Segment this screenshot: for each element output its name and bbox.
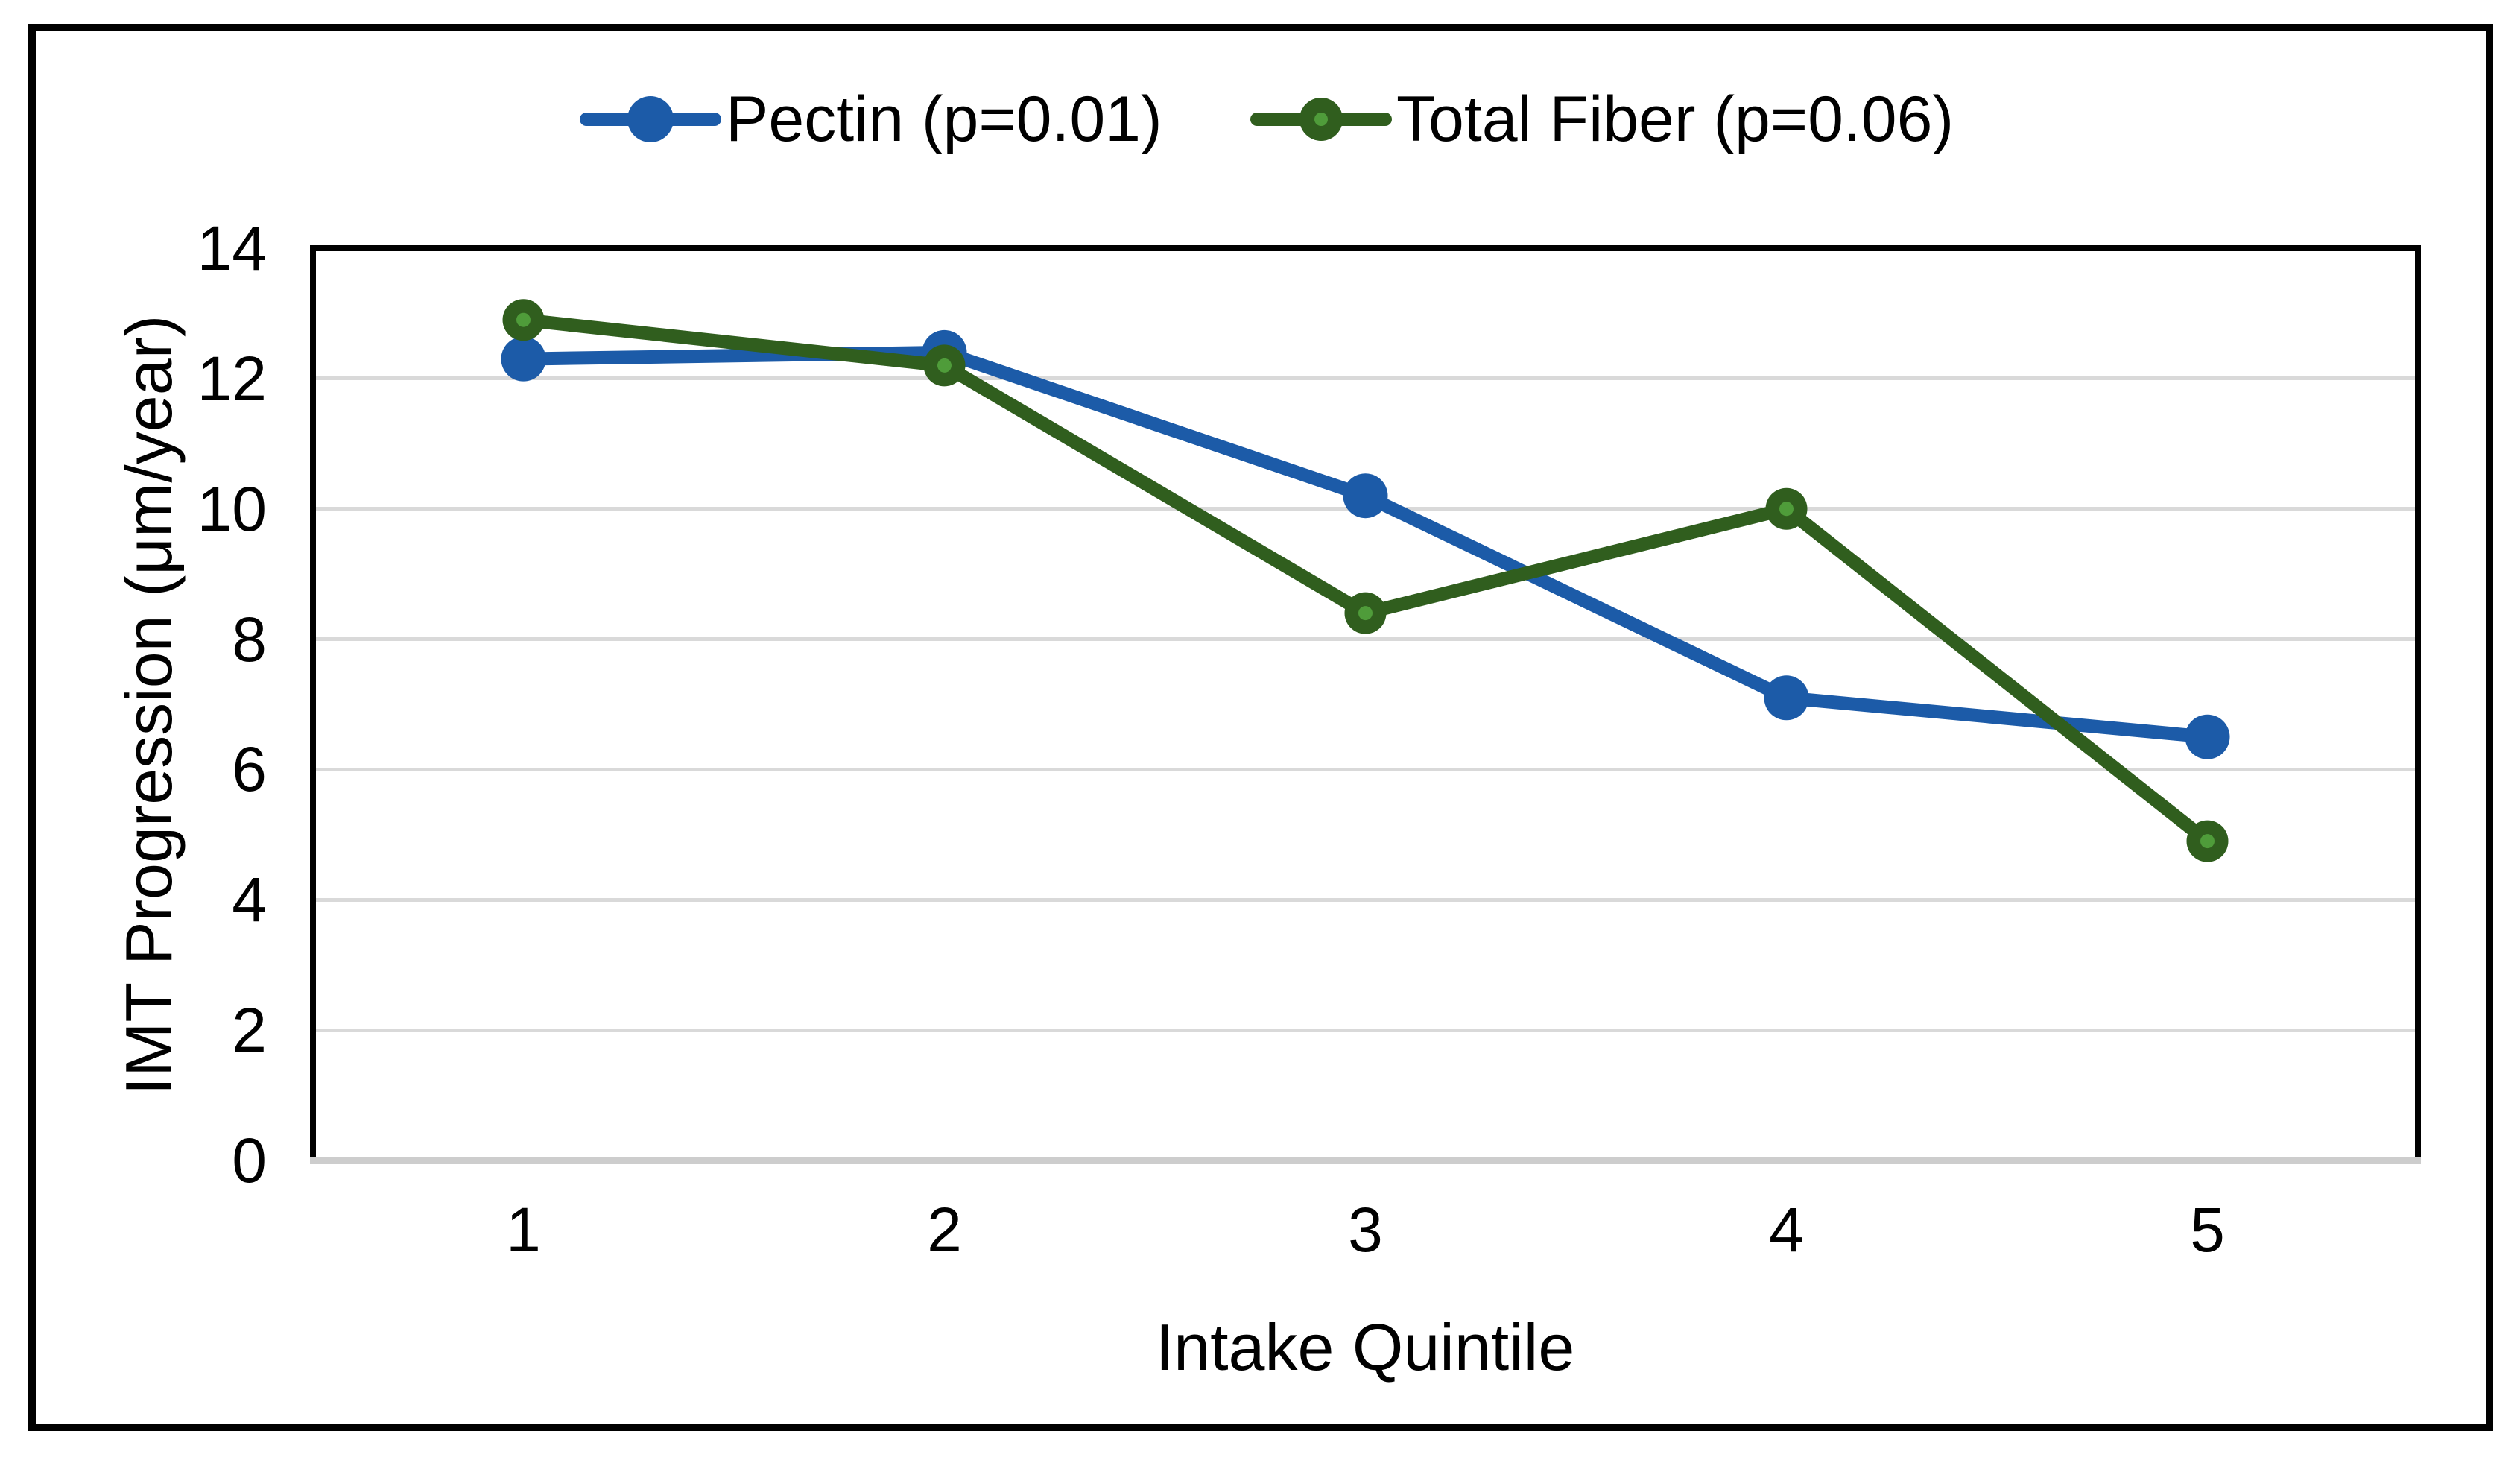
figure-border [28, 24, 2493, 1431]
plot-border-right [2415, 245, 2421, 1164]
series-line-pectin [516, 345, 2215, 744]
gridline-y-4 [316, 897, 2415, 902]
x-tick-label-4: 4 [1769, 1195, 1804, 1265]
legend-label-total-fiber: Total Fiber (p=0.06) [1396, 83, 1954, 155]
y-tick-label-2: 2 [232, 995, 267, 1066]
legend-label-pectin: Pectin (p=0.01) [726, 83, 1162, 155]
y-axis-line [310, 245, 316, 1164]
data-point-pectin-q4 [1764, 675, 1809, 721]
y-tick-label-10: 10 [197, 473, 267, 544]
legend-item-total-fiber: Total Fiber (p=0.06) [1250, 87, 1954, 151]
plot-border-top [310, 245, 2421, 251]
y-tick-label-12: 12 [197, 343, 267, 414]
gridline-y-2 [316, 1028, 2415, 1032]
y-tick-label-4: 4 [232, 865, 267, 935]
x-axis-title: Intake Quintile [1155, 1310, 1575, 1384]
data-point-center-total-fiber-q3 [1358, 606, 1373, 621]
x-tick-label-2: 2 [927, 1195, 962, 1265]
data-point-pectin-q3 [1343, 473, 1388, 519]
x-axis-baseline [310, 1157, 2421, 1164]
legend-item-pectin: Pectin (p=0.01) [580, 87, 1162, 151]
x-tick-label-1: 1 [506, 1195, 541, 1265]
data-point-center-total-fiber-q5 [2200, 834, 2215, 849]
series-plot-area [501, 299, 2230, 862]
y-tick-label-8: 8 [232, 604, 267, 675]
y-tick-label-14: 14 [197, 213, 267, 283]
data-point-center-total-fiber-q2 [937, 358, 952, 373]
y-tick-label-6: 6 [232, 734, 267, 805]
gridline-y-8 [316, 637, 2415, 642]
data-point-center-total-fiber-q4 [1779, 502, 1794, 517]
x-tick-label-3: 3 [1348, 1195, 1383, 1265]
x-tick-label-5: 5 [2190, 1195, 2225, 1265]
series-line-total-fiber [516, 313, 2215, 848]
y-axis-title: IMT Progression (μm/year) [112, 315, 186, 1096]
y-tick-label-0: 0 [232, 1125, 267, 1195]
pectin-line-marker-icon [580, 87, 721, 151]
total-fiber-legend-marker-center [1314, 113, 1328, 126]
gridline-y-12 [316, 376, 2415, 381]
total-fiber-line-marker-icon [1250, 87, 1392, 151]
data-point-pectin-q5 [2185, 714, 2230, 759]
gridline-y-6 [316, 767, 2415, 771]
data-point-pectin-q1 [501, 336, 546, 382]
pectin-legend-marker [627, 96, 674, 142]
data-point-center-total-fiber-q1 [516, 312, 531, 327]
